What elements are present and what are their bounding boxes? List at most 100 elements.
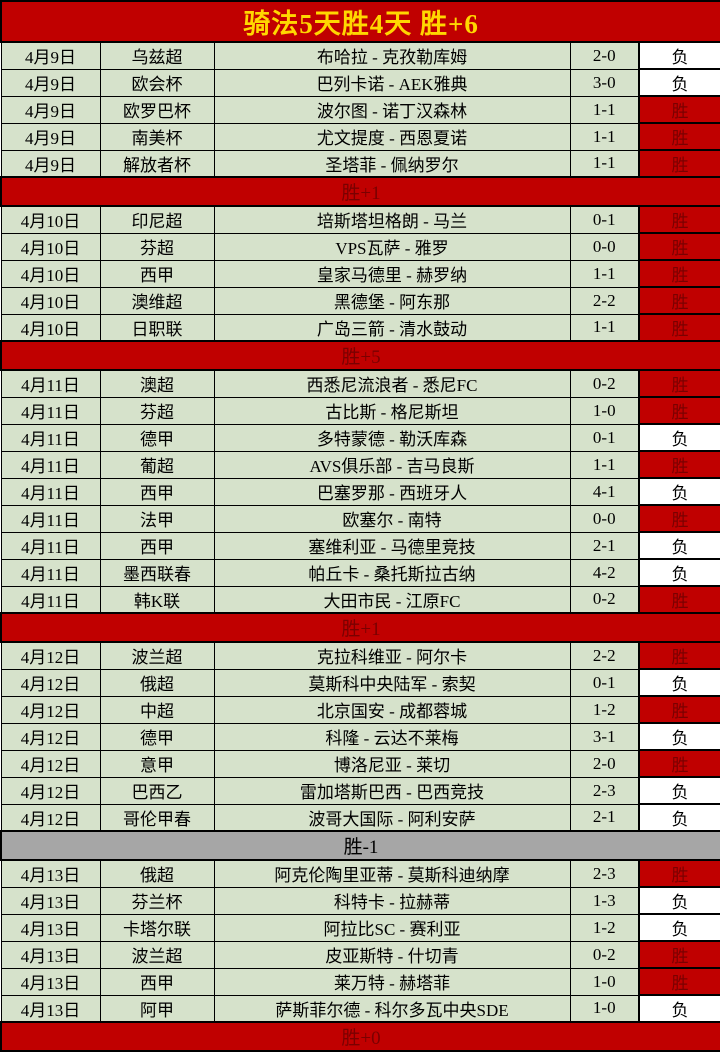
separator-row: 胜+1 [0,176,720,207]
date-cell: 4月13日 [0,940,101,969]
date-cell: 4月11日 [0,531,101,560]
league-cell: 墨西联春 [99,558,215,587]
table-row: 4月12日 俄超 莫斯科中央陆军 - 索契 0-1 负 [0,668,720,697]
match-cell: 皮亚斯特 - 什切青 [213,940,571,969]
match-cell: 博洛尼亚 - 莱切 [213,749,571,778]
score-cell: 0-1 [569,668,640,697]
table-row: 4月12日 意甲 博洛尼亚 - 莱切 2-0 胜 [0,749,720,778]
table-row: 4月11日 西甲 塞维利亚 - 马德里竞技 2-1 负 [0,531,720,560]
running-total-label: 胜-1 [0,830,720,861]
table-row: 4月12日 中超 北京国安 - 成都蓉城 1-2 胜 [0,695,720,724]
table-row: 4月13日 俄超 阿克伦陶里亚蒂 - 莫斯科迪纳摩 2-3 胜 [0,859,720,888]
table-row: 4月10日 日职联 广岛三箭 - 清水鼓动 1-1 胜 [0,313,720,342]
result-cell: 负 [637,886,720,915]
date-cell: 4月10日 [0,313,101,342]
score-cell: 1-1 [569,122,640,151]
result-cell: 胜 [637,940,720,969]
match-cell: 帕丘卡 - 桑托斯拉古纳 [213,558,571,587]
match-cell: 阿拉比SC - 赛利亚 [213,913,571,942]
match-cell: VPS瓦萨 - 雅罗 [213,232,571,261]
result-cell: 负 [637,41,720,70]
date-cell: 4月9日 [0,41,101,70]
date-cell: 4月12日 [0,668,101,697]
date-cell: 4月10日 [0,259,101,288]
date-cell: 4月13日 [0,913,101,942]
result-cell: 胜 [637,396,720,425]
result-cell: 负 [637,423,720,452]
score-cell: 2-1 [569,531,640,560]
date-cell: 4月13日 [0,886,101,915]
match-cell: 尤文提度 - 西恩夏诺 [213,122,571,151]
result-cell: 胜 [637,149,720,178]
result-cell: 胜 [637,967,720,996]
result-cell: 胜 [637,95,720,124]
score-cell: 0-2 [569,940,640,969]
league-cell: 西甲 [99,477,215,506]
date-cell: 4月12日 [0,749,101,778]
match-cell: 阿克伦陶里亚蒂 - 莫斯科迪纳摩 [213,859,571,888]
date-cell: 4月11日 [0,585,101,614]
date-cell: 4月12日 [0,776,101,805]
date-cell: 4月9日 [0,149,101,178]
result-cell: 负 [637,68,720,97]
match-cell: 培斯塔坦格朗 - 马兰 [213,205,571,234]
league-cell: 巴西乙 [99,776,215,805]
league-cell: 葡超 [99,450,215,479]
league-cell: 法甲 [99,504,215,533]
date-cell: 4月13日 [0,967,101,996]
table-row: 4月11日 澳超 西悉尼流浪者 - 悉尼FC 0-2 胜 [0,369,720,398]
score-cell: 1-1 [569,259,640,288]
score-cell: 0-1 [569,423,640,452]
table-row: 4月11日 韩K联 大田市民 - 江原FC 0-2 胜 [0,585,720,614]
league-cell: 欧罗巴杯 [99,95,215,124]
score-cell: 2-3 [569,776,640,805]
league-cell: 西甲 [99,967,215,996]
running-total-label: 胜+0 [0,1021,720,1052]
match-cell: 多特蒙德 - 勒沃库森 [213,423,571,452]
table-row: 4月12日 德甲 科隆 - 云达不莱梅 3-1 负 [0,722,720,751]
table-row: 4月10日 西甲 皇家马德里 - 赫罗纳 1-1 胜 [0,259,720,288]
date-cell: 4月13日 [0,859,101,888]
result-cell: 负 [637,531,720,560]
score-cell: 1-3 [569,886,640,915]
result-cell: 胜 [637,585,720,614]
match-cell: 萨斯菲尔德 - 科尔多瓦中央SDE [213,994,571,1023]
table-row: 4月9日 南美杯 尤文提度 - 西恩夏诺 1-1 胜 [0,122,720,151]
score-cell: 0-2 [569,369,640,398]
table-row: 4月13日 卡塔尔联 阿拉比SC - 赛利亚 1-2 负 [0,913,720,942]
result-cell: 负 [637,776,720,805]
result-cell: 负 [637,803,720,832]
score-cell: 0-1 [569,205,640,234]
league-cell: 俄超 [99,668,215,697]
match-cell: 圣塔菲 - 佩纳罗尔 [213,149,571,178]
match-cell: 巴列卡诺 - AEK雅典 [213,68,571,97]
table-row: 4月13日 芬兰杯 科特卡 - 拉赫蒂 1-3 负 [0,886,720,915]
league-cell: 德甲 [99,722,215,751]
date-cell: 4月13日 [0,994,101,1023]
date-cell: 4月11日 [0,369,101,398]
table-row: 4月10日 澳维超 黑德堡 - 阿东那 2-2 胜 [0,286,720,315]
score-cell: 1-1 [569,149,640,178]
result-cell: 负 [637,668,720,697]
result-cell: 胜 [637,450,720,479]
result-cell: 胜 [637,695,720,724]
match-cell: 科特卡 - 拉赫蒂 [213,886,571,915]
score-cell: 4-1 [569,477,640,506]
league-cell: 澳维超 [99,286,215,315]
match-cell: 科隆 - 云达不莱梅 [213,722,571,751]
date-cell: 4月9日 [0,68,101,97]
league-cell: 乌兹超 [99,41,215,70]
score-cell: 2-1 [569,803,640,832]
table-row: 4月11日 芬超 古比斯 - 格尼斯坦 1-0 胜 [0,396,720,425]
table-row: 4月10日 印尼超 培斯塔坦格朗 - 马兰 0-1 胜 [0,205,720,234]
table-row: 4月12日 波兰超 克拉科维亚 - 阿尔卡 2-2 胜 [0,641,720,670]
score-cell: 1-0 [569,967,640,996]
score-cell: 3-1 [569,722,640,751]
date-cell: 4月10日 [0,286,101,315]
table-row: 4月11日 西甲 巴塞罗那 - 西班牙人 4-1 负 [0,477,720,506]
date-cell: 4月11日 [0,504,101,533]
league-cell: 解放者杯 [99,149,215,178]
result-cell: 胜 [637,313,720,342]
match-cell: AVS俱乐部 - 吉马良斯 [213,450,571,479]
